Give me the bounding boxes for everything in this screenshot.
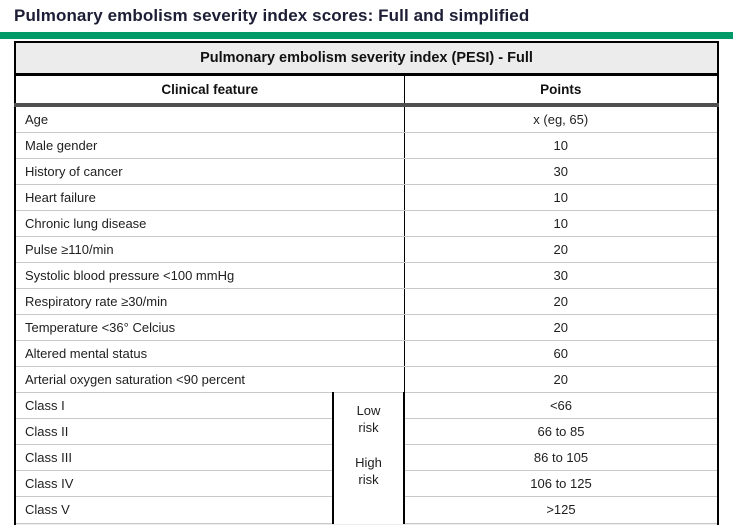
feature-cell: Age (15, 105, 404, 133)
points-cell: 20 (403, 236, 718, 263)
next-section-header-partial (15, 523, 718, 525)
class-label-cell: Class V (15, 496, 333, 524)
table-title: Pulmonary embolism severity index (PESI)… (15, 42, 718, 76)
table-row: Respiratory rate ≥30/min 20 (15, 288, 718, 315)
feature-cell: Pulse ≥110/min (15, 236, 404, 263)
class-label-cell: Class I (15, 392, 333, 420)
table-row: Systolic blood pressure <100 mmHg 30 (15, 262, 718, 289)
table-row: Temperature <36° Celcius 20 (15, 314, 718, 341)
risk-group-cell: Low risk High risk (332, 392, 405, 523)
table-row: Chronic lung disease 10 (15, 210, 718, 237)
table-row: Male gender 10 (15, 132, 718, 159)
feature-cell: Heart failure (15, 184, 404, 211)
feature-cell: Chronic lung disease (15, 210, 404, 237)
class-row: Class II 66 to 85 (15, 418, 718, 446)
column-header-feature: Clinical feature (15, 74, 404, 107)
risk-spacer (335, 497, 402, 523)
class-points-cell: 106 to 125 (403, 470, 718, 498)
points-cell: 20 (403, 314, 718, 341)
table-row: Age x (eg, 65) (15, 105, 718, 133)
pesi-full-table: Pulmonary embolism severity index (PESI)… (14, 41, 719, 525)
class-points-cell: >125 (403, 496, 718, 524)
class-row: Class III 86 to 105 (15, 444, 718, 472)
feature-cell: History of cancer (15, 158, 404, 185)
feature-cell: Altered mental status (15, 340, 404, 367)
feature-cell: Respiratory rate ≥30/min (15, 288, 404, 315)
table-row: Altered mental status 60 (15, 340, 718, 367)
feature-cell: Temperature <36° Celcius (15, 314, 404, 341)
points-cell: 10 (403, 184, 718, 211)
table-title-row: Pulmonary embolism severity index (PESI)… (15, 42, 718, 76)
accent-bar (0, 32, 733, 39)
points-cell: x (eg, 65) (403, 105, 718, 133)
class-row: Class V >125 (15, 496, 718, 524)
column-header-points: Points (403, 74, 718, 107)
risk-group-wrap: Low risk High risk (335, 393, 402, 523)
class-label-cell: Class II (15, 418, 333, 446)
points-cell: 20 (403, 288, 718, 315)
column-header-row: Clinical feature Points (15, 74, 718, 107)
table-row: Pulse ≥110/min 20 (15, 236, 718, 263)
class-label-cell: Class IV (15, 470, 333, 498)
points-cell: 10 (403, 132, 718, 159)
points-cell: 20 (403, 366, 718, 393)
feature-cell: Systolic blood pressure <100 mmHg (15, 262, 404, 289)
page-title: Pulmonary embolism severity index scores… (14, 6, 530, 25)
class-points-cell: 86 to 105 (403, 444, 718, 472)
points-cell: 10 (403, 210, 718, 237)
class-points-cell: <66 (403, 392, 718, 420)
low-risk-label: Low risk (335, 393, 402, 445)
table-row: Heart failure 10 (15, 184, 718, 211)
class-points-cell: 66 to 85 (403, 418, 718, 446)
table-row: Arterial oxygen saturation <90 percent 2… (15, 366, 718, 393)
class-row: Class IV 106 to 125 (15, 470, 718, 498)
points-cell: 60 (403, 340, 718, 367)
high-risk-label: High risk (335, 445, 402, 497)
low-risk-text: Low risk (356, 403, 381, 435)
table-row: History of cancer 30 (15, 158, 718, 185)
points-cell: 30 (403, 262, 718, 289)
feature-cell: Arterial oxygen saturation <90 percent (15, 366, 404, 393)
class-row: Class I Low risk High risk <66 (15, 392, 718, 523)
high-risk-text: High risk (355, 455, 382, 487)
class-label-cell: Class III (15, 444, 333, 472)
feature-cell: Male gender (15, 132, 404, 159)
points-cell: 30 (403, 158, 718, 185)
